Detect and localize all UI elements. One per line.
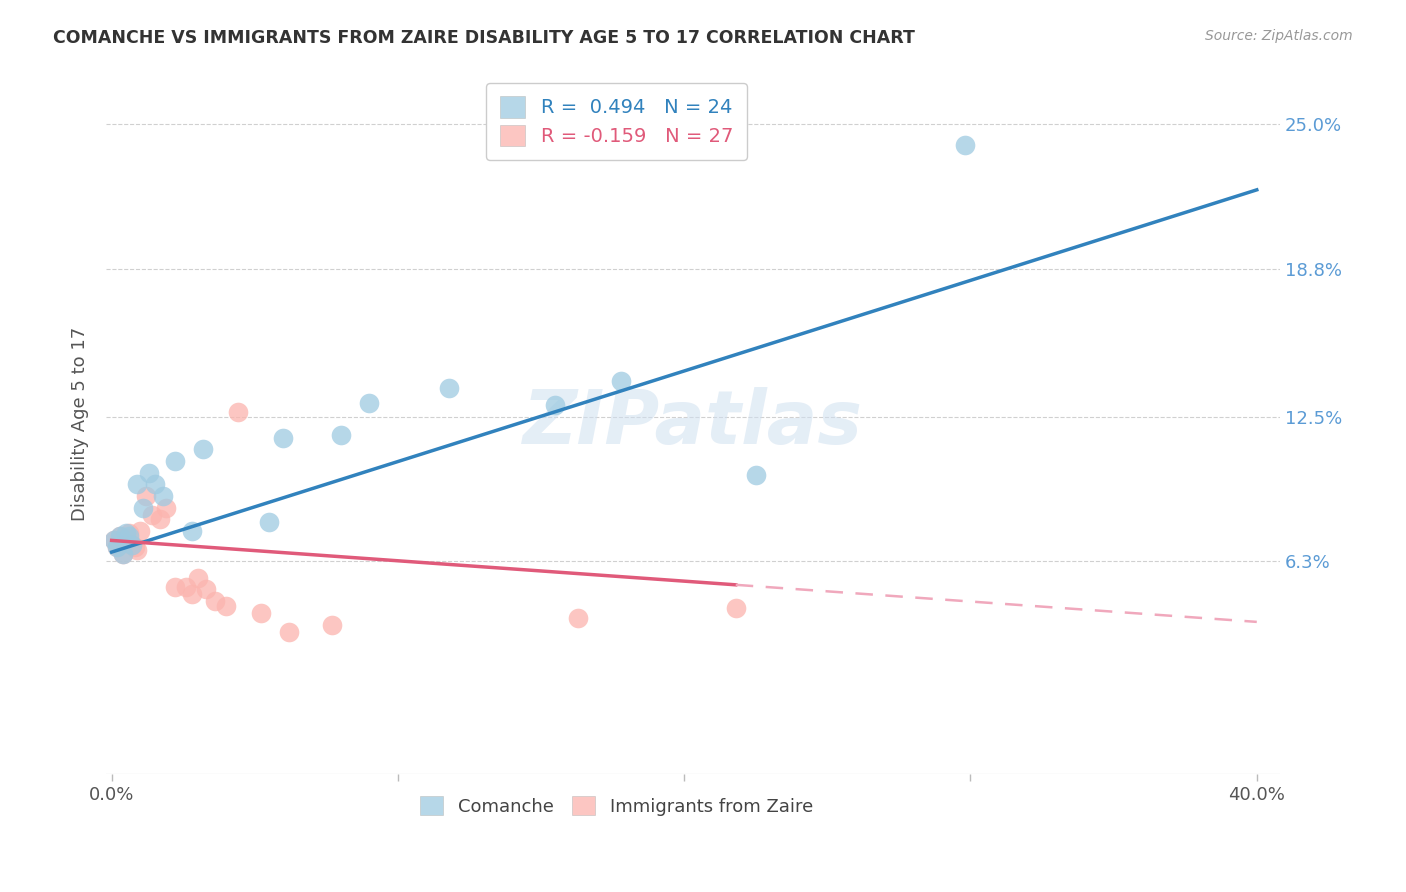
Point — [195, 582, 218, 597]
Point — [138, 466, 160, 480]
Point — [155, 500, 177, 515]
Point — [273, 431, 295, 445]
Point — [257, 515, 280, 529]
Point — [127, 542, 149, 557]
Point — [112, 548, 135, 562]
Point — [226, 405, 249, 419]
Point — [174, 580, 197, 594]
Point — [163, 580, 186, 594]
Point — [724, 601, 747, 615]
Point — [118, 529, 141, 543]
Point — [149, 512, 172, 526]
Point — [215, 599, 238, 613]
Point — [544, 398, 567, 412]
Point — [115, 531, 138, 545]
Point — [745, 467, 768, 482]
Point — [610, 375, 633, 389]
Point — [359, 395, 381, 409]
Text: Source: ZipAtlas.com: Source: ZipAtlas.com — [1205, 29, 1353, 43]
Point — [121, 538, 143, 552]
Point — [118, 526, 141, 541]
Point — [193, 442, 215, 457]
Point — [163, 454, 186, 468]
Point — [105, 541, 128, 555]
Point — [567, 610, 589, 624]
Point — [180, 587, 202, 601]
Point — [329, 428, 352, 442]
Point — [129, 524, 152, 538]
Point — [103, 533, 125, 548]
Point — [439, 382, 461, 396]
Point — [141, 508, 163, 522]
Text: ZIPatlas: ZIPatlas — [523, 387, 863, 460]
Point — [180, 524, 202, 538]
Point — [105, 541, 128, 555]
Point — [321, 617, 343, 632]
Point — [127, 477, 149, 491]
Point — [110, 529, 132, 543]
Point — [115, 526, 138, 541]
Point — [204, 594, 226, 608]
Legend: Comanche, Immigrants from Zaire: Comanche, Immigrants from Zaire — [411, 787, 823, 825]
Y-axis label: Disability Age 5 to 17: Disability Age 5 to 17 — [72, 326, 89, 521]
Point — [110, 529, 132, 543]
Point — [249, 606, 271, 620]
Point — [186, 571, 208, 585]
Point — [278, 624, 301, 639]
Point — [953, 138, 976, 153]
Point — [152, 489, 174, 503]
Point — [132, 500, 155, 515]
Point — [121, 538, 143, 552]
Point — [124, 541, 146, 555]
Text: COMANCHE VS IMMIGRANTS FROM ZAIRE DISABILITY AGE 5 TO 17 CORRELATION CHART: COMANCHE VS IMMIGRANTS FROM ZAIRE DISABI… — [53, 29, 915, 46]
Point — [143, 477, 166, 491]
Point — [112, 548, 135, 562]
Point — [103, 533, 125, 548]
Point — [135, 489, 157, 503]
